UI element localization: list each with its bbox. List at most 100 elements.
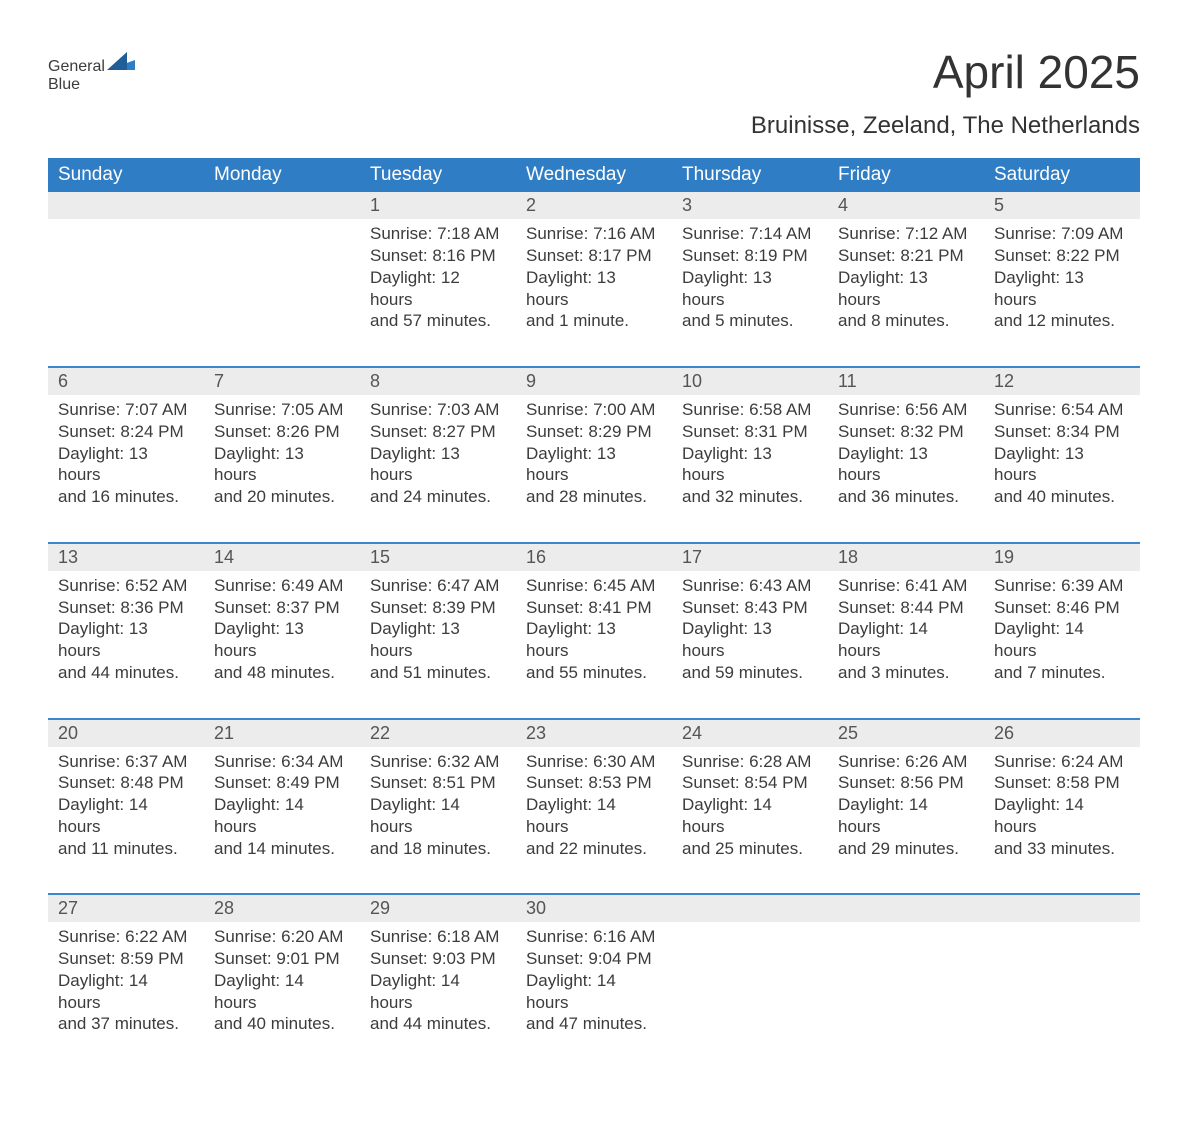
sunrise-text: Sunrise: 6:45 AM bbox=[526, 575, 662, 597]
day-number-row: 6789101112 bbox=[48, 367, 1140, 395]
day-body-cell: Sunrise: 7:05 AMSunset: 8:26 PMDaylight:… bbox=[204, 395, 360, 543]
day-number-cell bbox=[672, 894, 828, 922]
day2-text: and 40 minutes. bbox=[214, 1013, 350, 1035]
day-body-cell: Sunrise: 6:37 AMSunset: 8:48 PMDaylight:… bbox=[48, 747, 204, 895]
day2-text: and 36 minutes. bbox=[838, 486, 974, 508]
sunset-text: Sunset: 8:41 PM bbox=[526, 597, 662, 619]
day-number-cell: 13 bbox=[48, 543, 204, 571]
day-number-cell: 11 bbox=[828, 367, 984, 395]
sunrise-text: Sunrise: 6:52 AM bbox=[58, 575, 194, 597]
day-body-cell: Sunrise: 6:30 AMSunset: 8:53 PMDaylight:… bbox=[516, 747, 672, 895]
day1-text: Daylight: 13 hours bbox=[370, 618, 506, 662]
day2-text: and 28 minutes. bbox=[526, 486, 662, 508]
day-number-cell: 14 bbox=[204, 543, 360, 571]
sunset-text: Sunset: 8:36 PM bbox=[58, 597, 194, 619]
day2-text: and 24 minutes. bbox=[370, 486, 506, 508]
sunrise-text: Sunrise: 6:26 AM bbox=[838, 751, 974, 773]
day-body-cell: Sunrise: 7:18 AMSunset: 8:16 PMDaylight:… bbox=[360, 219, 516, 367]
day-body-cell bbox=[828, 922, 984, 1069]
sunset-text: Sunset: 8:43 PM bbox=[682, 597, 818, 619]
day-body-cell: Sunrise: 6:45 AMSunset: 8:41 PMDaylight:… bbox=[516, 571, 672, 719]
day-body-cell: Sunrise: 6:32 AMSunset: 8:51 PMDaylight:… bbox=[360, 747, 516, 895]
day2-text: and 11 minutes. bbox=[58, 838, 194, 860]
day-number-row: 13141516171819 bbox=[48, 543, 1140, 571]
sunset-text: Sunset: 8:26 PM bbox=[214, 421, 350, 443]
day2-text: and 55 minutes. bbox=[526, 662, 662, 684]
day-body-cell: Sunrise: 6:49 AMSunset: 8:37 PMDaylight:… bbox=[204, 571, 360, 719]
day1-text: Daylight: 13 hours bbox=[994, 267, 1130, 311]
day1-text: Daylight: 14 hours bbox=[58, 794, 194, 838]
day1-text: Daylight: 13 hours bbox=[526, 618, 662, 662]
day-body-cell bbox=[672, 922, 828, 1069]
day2-text: and 37 minutes. bbox=[58, 1013, 194, 1035]
day-body-cell: Sunrise: 7:00 AMSunset: 8:29 PMDaylight:… bbox=[516, 395, 672, 543]
day1-text: Daylight: 13 hours bbox=[58, 618, 194, 662]
sunset-text: Sunset: 8:54 PM bbox=[682, 772, 818, 794]
sunrise-text: Sunrise: 7:07 AM bbox=[58, 399, 194, 421]
sunrise-text: Sunrise: 6:39 AM bbox=[994, 575, 1130, 597]
day1-text: Daylight: 12 hours bbox=[370, 267, 506, 311]
day-number-row: 12345 bbox=[48, 192, 1140, 219]
day1-text: Daylight: 13 hours bbox=[994, 443, 1130, 487]
sunset-text: Sunset: 8:56 PM bbox=[838, 772, 974, 794]
day-body-cell: Sunrise: 6:52 AMSunset: 8:36 PMDaylight:… bbox=[48, 571, 204, 719]
day-body-cell: Sunrise: 6:24 AMSunset: 8:58 PMDaylight:… bbox=[984, 747, 1140, 895]
sunset-text: Sunset: 9:01 PM bbox=[214, 948, 350, 970]
day1-text: Daylight: 14 hours bbox=[838, 618, 974, 662]
day-number-cell: 6 bbox=[48, 367, 204, 395]
day2-text: and 51 minutes. bbox=[370, 662, 506, 684]
sunset-text: Sunset: 8:58 PM bbox=[994, 772, 1130, 794]
day2-text: and 47 minutes. bbox=[526, 1013, 662, 1035]
day-of-week-header: Monday bbox=[204, 158, 360, 192]
page-title: April 2025 bbox=[751, 48, 1140, 96]
sunrise-text: Sunrise: 7:09 AM bbox=[994, 223, 1130, 245]
day-number-row: 27282930 bbox=[48, 894, 1140, 922]
sunset-text: Sunset: 8:59 PM bbox=[58, 948, 194, 970]
day1-text: Daylight: 14 hours bbox=[994, 618, 1130, 662]
sunrise-text: Sunrise: 7:05 AM bbox=[214, 399, 350, 421]
day-body-cell: Sunrise: 6:58 AMSunset: 8:31 PMDaylight:… bbox=[672, 395, 828, 543]
day-of-week-header: Sunday bbox=[48, 158, 204, 192]
sunset-text: Sunset: 8:49 PM bbox=[214, 772, 350, 794]
day1-text: Daylight: 13 hours bbox=[682, 443, 818, 487]
sunrise-text: Sunrise: 6:32 AM bbox=[370, 751, 506, 773]
sunset-text: Sunset: 8:53 PM bbox=[526, 772, 662, 794]
day1-text: Daylight: 13 hours bbox=[58, 443, 194, 487]
day-body-row: Sunrise: 7:18 AMSunset: 8:16 PMDaylight:… bbox=[48, 219, 1140, 367]
day2-text: and 16 minutes. bbox=[58, 486, 194, 508]
sunset-text: Sunset: 8:31 PM bbox=[682, 421, 818, 443]
day-number-row: 20212223242526 bbox=[48, 719, 1140, 747]
sunrise-text: Sunrise: 6:56 AM bbox=[838, 399, 974, 421]
day-number-cell bbox=[984, 894, 1140, 922]
calendar-page: General Blue April 2025 Bruinisse, Zeela… bbox=[0, 0, 1188, 1129]
logo-word-1: General bbox=[48, 58, 105, 76]
sunrise-text: Sunrise: 6:37 AM bbox=[58, 751, 194, 773]
day-body-cell: Sunrise: 6:41 AMSunset: 8:44 PMDaylight:… bbox=[828, 571, 984, 719]
day-number-cell: 20 bbox=[48, 719, 204, 747]
sunrise-text: Sunrise: 7:14 AM bbox=[682, 223, 818, 245]
day2-text: and 59 minutes. bbox=[682, 662, 818, 684]
day2-text: and 12 minutes. bbox=[994, 310, 1130, 332]
day1-text: Daylight: 14 hours bbox=[214, 970, 350, 1014]
sunrise-text: Sunrise: 6:18 AM bbox=[370, 926, 506, 948]
day-number-cell: 5 bbox=[984, 192, 1140, 219]
day2-text: and 18 minutes. bbox=[370, 838, 506, 860]
day1-text: Daylight: 13 hours bbox=[682, 267, 818, 311]
sunrise-text: Sunrise: 6:20 AM bbox=[214, 926, 350, 948]
day-number-cell bbox=[204, 192, 360, 219]
sunset-text: Sunset: 8:39 PM bbox=[370, 597, 506, 619]
header: General Blue April 2025 Bruinisse, Zeela… bbox=[48, 48, 1140, 140]
day-of-week-header: Saturday bbox=[984, 158, 1140, 192]
day1-text: Daylight: 14 hours bbox=[838, 794, 974, 838]
day-of-week-header: Friday bbox=[828, 158, 984, 192]
day-body-cell: Sunrise: 6:22 AMSunset: 8:59 PMDaylight:… bbox=[48, 922, 204, 1069]
day2-text: and 29 minutes. bbox=[838, 838, 974, 860]
calendar-table: SundayMondayTuesdayWednesdayThursdayFrid… bbox=[48, 158, 1140, 1069]
day2-text: and 3 minutes. bbox=[838, 662, 974, 684]
sunrise-text: Sunrise: 6:47 AM bbox=[370, 575, 506, 597]
day-body-cell bbox=[48, 219, 204, 367]
sunset-text: Sunset: 8:21 PM bbox=[838, 245, 974, 267]
day-body-row: Sunrise: 6:52 AMSunset: 8:36 PMDaylight:… bbox=[48, 571, 1140, 719]
day1-text: Daylight: 14 hours bbox=[994, 794, 1130, 838]
day-number-cell: 17 bbox=[672, 543, 828, 571]
